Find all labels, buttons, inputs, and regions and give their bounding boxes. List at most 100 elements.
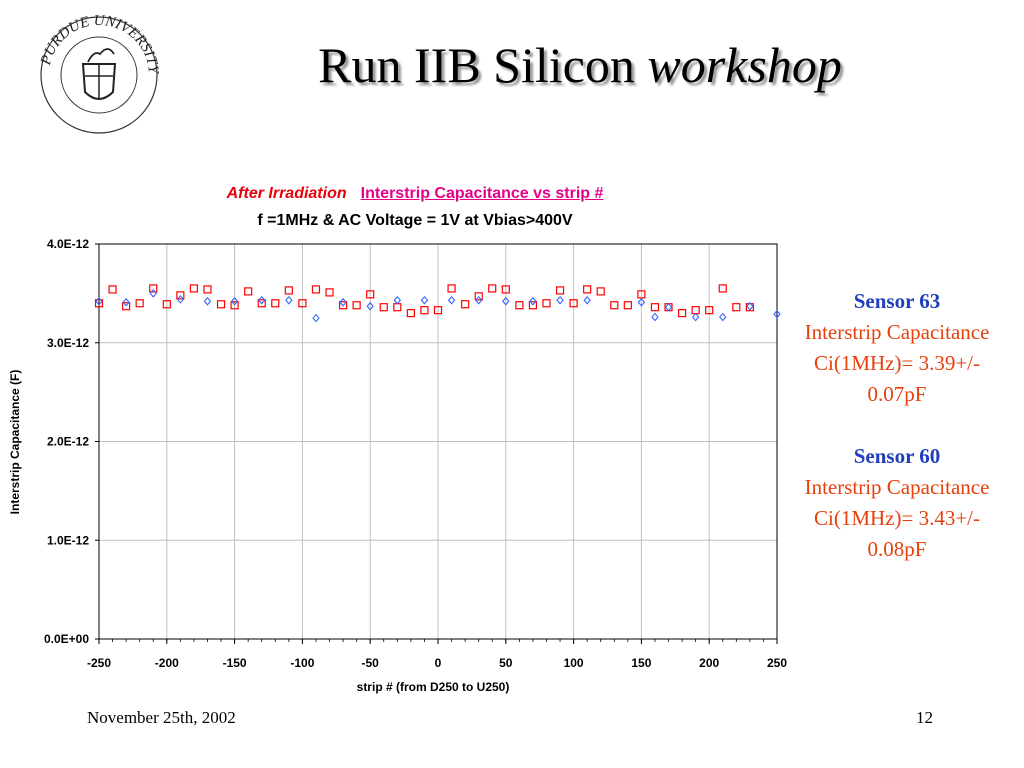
data-point-diamond <box>637 297 646 307</box>
chart-heading: After Irradiation Interstrip Capacitance … <box>0 185 830 203</box>
data-point-square <box>406 309 415 318</box>
sensor-line: Ci(1MHz)= 3.39+/- <box>813 351 980 375</box>
data-point-square <box>745 303 754 312</box>
data-point-square <box>732 303 741 312</box>
data-point-square <box>257 299 266 308</box>
data-point-square <box>284 286 293 295</box>
axis-ticks: -250 -200 -150 -100 -50 0 50 100 150 200 250 0.0E+0… <box>44 237 787 670</box>
x-tick-label: -200 <box>155 656 179 670</box>
data-point-diamond <box>746 301 754 311</box>
data-point-diamond <box>149 289 157 298</box>
data-point-square <box>501 285 510 294</box>
data-point-diamond <box>257 295 266 305</box>
data-point-diamond <box>719 312 727 322</box>
data-point-diamond <box>651 312 659 322</box>
data-point-diamond <box>447 295 456 305</box>
data-point-square <box>583 285 592 294</box>
data-point-diamond <box>366 301 374 311</box>
data-point-diamond <box>420 295 429 305</box>
data-point-square <box>94 299 104 308</box>
data-point-diamond <box>95 296 103 306</box>
data-point-square <box>149 284 158 293</box>
data-point-square <box>108 285 117 294</box>
y-tick-label: 4.0E-12 <box>47 237 89 251</box>
x-tick-label: 50 <box>499 656 513 670</box>
y-tick-label: 0.0E+00 <box>44 632 89 646</box>
x-tick-label: 100 <box>564 656 584 670</box>
chart-title: Interstrip Capacitance vs strip # <box>360 185 604 202</box>
chart-subtitle: f =1MHz & AC Voltage = 1V at Vbias>400V <box>257 212 573 229</box>
data-point-square <box>528 301 538 310</box>
data-point-square <box>637 290 646 299</box>
data-point-square <box>298 299 307 308</box>
data-point-square <box>366 290 375 299</box>
data-point-square <box>338 301 348 310</box>
data-point-square <box>230 301 239 310</box>
sensor-63-summary: Sensor 63 Interstrip Capacitance Ci(1MHz… <box>777 286 1017 410</box>
data-point-diamond <box>583 295 591 305</box>
data-point-square <box>271 299 280 308</box>
data-point-diamond <box>773 309 781 319</box>
data-point-square <box>203 285 212 294</box>
x-tick-label: -150 <box>223 656 247 670</box>
x-tick-label: -50 <box>362 656 380 670</box>
data-point-diamond <box>664 302 673 312</box>
data-point-square <box>691 306 700 315</box>
sensor-line: Ci(1MHz)= 3.43+/- <box>813 506 980 530</box>
data-point-diamond <box>122 297 130 307</box>
data-point-square <box>379 303 388 312</box>
y-tick-label: 2.0E-12 <box>47 435 89 449</box>
data-point-square <box>433 306 443 315</box>
x-tick-label: -100 <box>290 656 314 670</box>
scatter-chart: -250 -200 -150 -100 -50 0 50 100 150 200 250 0.0E+0… <box>8 237 787 694</box>
data-point-square <box>650 303 660 312</box>
page-number: 12 <box>916 708 933 727</box>
x-tick-label: 250 <box>767 656 787 670</box>
data-point-square <box>135 299 144 308</box>
data-point-square <box>420 306 429 315</box>
data-point-square <box>488 284 497 293</box>
data-point-square <box>176 291 185 300</box>
x-tick-label: 150 <box>631 656 651 670</box>
data-point-square <box>461 300 470 309</box>
sensor-name: Sensor 60 <box>853 444 941 468</box>
data-point-diamond <box>312 313 320 323</box>
data-point-diamond <box>339 297 347 307</box>
data-point-square <box>244 287 253 296</box>
data-point-square <box>325 288 334 297</box>
data-point-square <box>718 284 727 293</box>
sensor-60-summary: Sensor 60 Interstrip Capacitance Ci(1MHz… <box>777 441 1017 565</box>
data-point-square <box>623 301 632 310</box>
y-tick-label: 1.0E-12 <box>47 533 89 547</box>
data-point-diamond <box>285 295 293 305</box>
data-point-square <box>189 284 199 293</box>
x-tick-label: 200 <box>699 656 719 670</box>
data-point-square <box>610 301 619 310</box>
sensor-line: Interstrip Capacitance <box>804 320 990 344</box>
data-point-square <box>352 301 361 310</box>
data-point-diamond <box>176 294 185 304</box>
x-tick-label: -250 <box>87 656 111 670</box>
chart-gridlines <box>98 243 778 640</box>
data-point-square <box>216 300 226 309</box>
sensor-name: Sensor 63 <box>853 289 941 313</box>
data-point-diamond <box>529 296 537 306</box>
data-point-square <box>569 299 578 308</box>
chart-condition-tag: After Irradiation <box>226 185 347 202</box>
data-point-diamond <box>691 312 700 322</box>
data-point-square <box>311 285 321 294</box>
data-point-diamond <box>502 296 510 306</box>
purdue-university-seal-logo: PURDUE UNIVERSITY <box>38 14 160 134</box>
data-point-square <box>705 306 714 315</box>
x-axis-label: strip # (from D250 to U250) <box>357 680 510 694</box>
data-point-square <box>515 301 524 310</box>
y-axis-label: Interstrip Capacitance (F) <box>8 370 22 515</box>
data-point-square <box>447 284 456 293</box>
sensor-line: 0.08pF <box>867 537 927 561</box>
data-point-square <box>677 309 687 318</box>
data-point-diamond <box>393 295 402 305</box>
data-point-square <box>122 302 131 311</box>
footer-date: November 25th, 2002 <box>87 708 236 727</box>
sensor-line: 0.07pF <box>867 382 927 406</box>
data-point-square <box>555 286 565 295</box>
